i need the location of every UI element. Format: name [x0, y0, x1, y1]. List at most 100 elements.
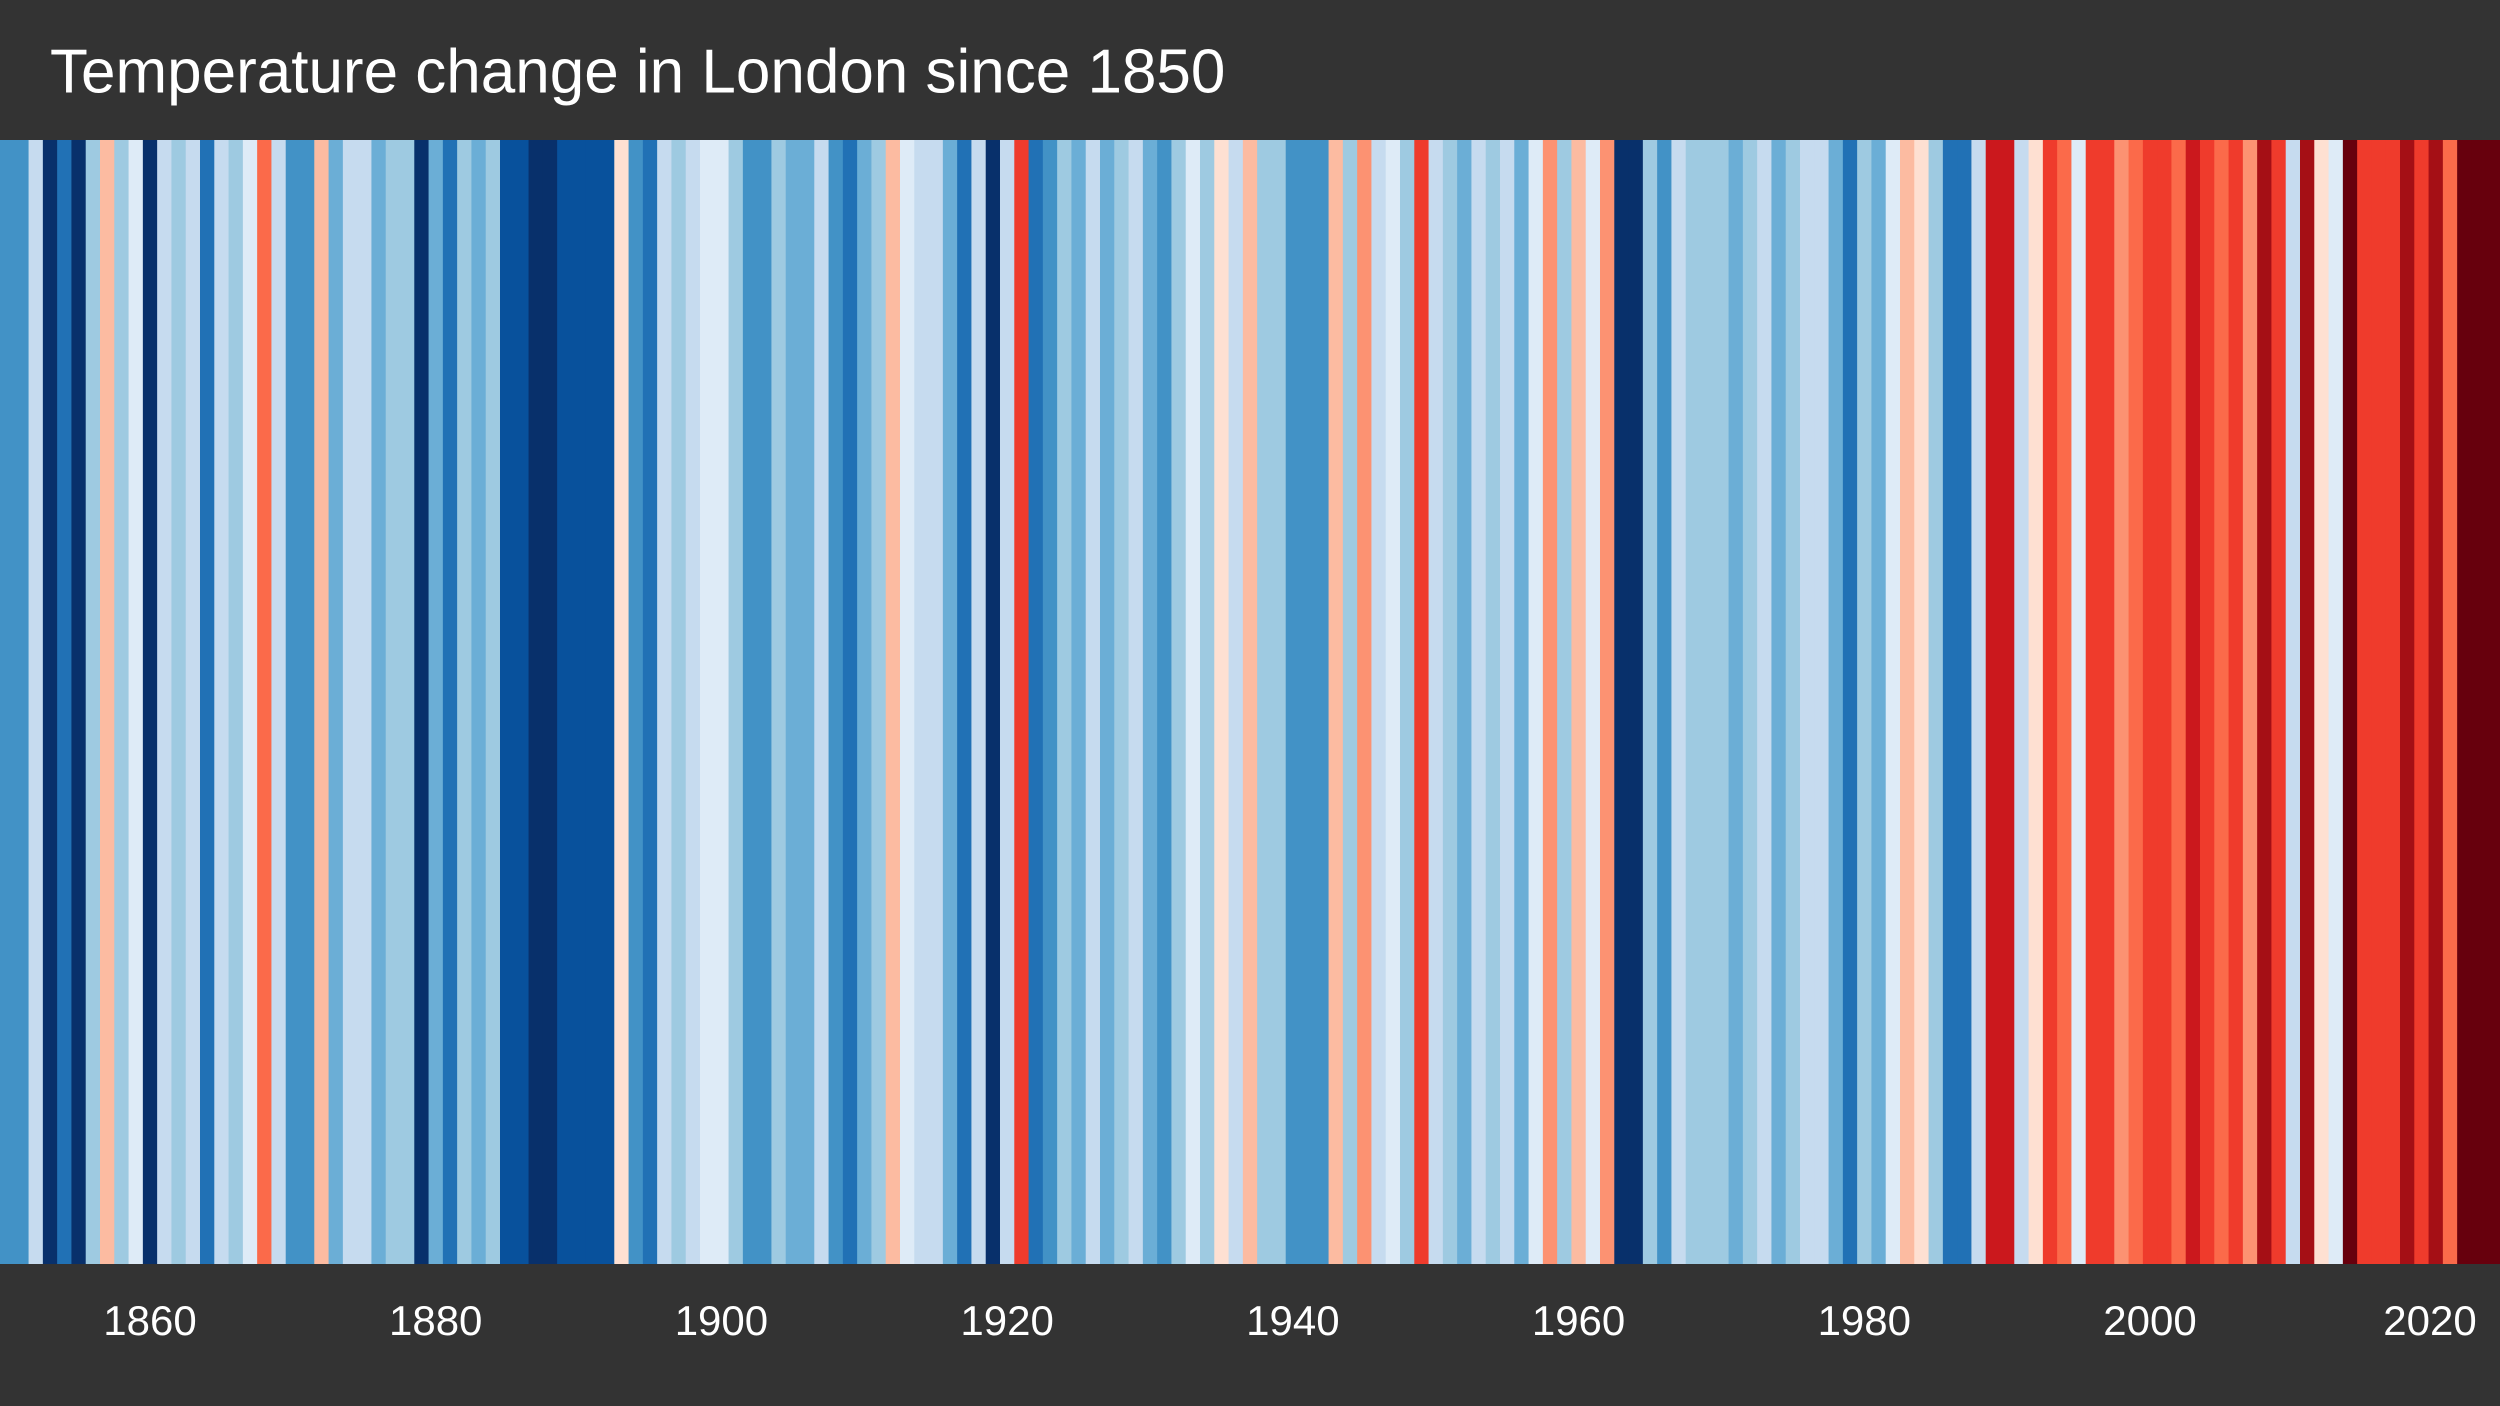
stripe — [1871, 140, 1887, 1264]
stripe — [2171, 140, 2187, 1264]
stripe — [1085, 140, 1101, 1264]
stripe — [2000, 140, 2015, 1264]
stripe — [614, 140, 630, 1264]
stripe — [1071, 140, 1087, 1264]
stripe — [1400, 140, 1415, 1264]
stripe — [1342, 140, 1358, 1264]
stripe — [1257, 140, 1273, 1264]
stripe — [1614, 140, 1630, 1264]
stripe — [771, 140, 787, 1264]
stripe — [514, 140, 530, 1264]
stripe — [1657, 140, 1673, 1264]
stripe — [1571, 140, 1587, 1264]
stripe — [100, 140, 115, 1264]
stripe — [171, 140, 187, 1264]
stripe — [2385, 140, 2401, 1264]
x-tick-label: 1860 — [103, 1297, 196, 1344]
stripe — [1114, 140, 1130, 1264]
stripe — [1157, 140, 1173, 1264]
stripe — [857, 140, 873, 1264]
stripe — [314, 140, 330, 1264]
stripe — [714, 140, 730, 1264]
stripe — [1142, 140, 1158, 1264]
stripe — [400, 140, 415, 1264]
stripe — [1842, 140, 1858, 1264]
stripe — [2442, 140, 2458, 1264]
stripe — [828, 140, 844, 1264]
stripe — [1542, 140, 1558, 1264]
stripe — [1885, 140, 1901, 1264]
stripe — [185, 140, 201, 1264]
stripe — [2085, 140, 2101, 1264]
stripe — [2371, 140, 2387, 1264]
stripe — [900, 140, 915, 1264]
chart-title: Temperature change in London since 1850 — [50, 37, 1225, 106]
stripe — [2357, 140, 2373, 1264]
x-tick-label: 2020 — [2383, 1297, 2476, 1344]
stripe — [214, 140, 230, 1264]
stripe — [1828, 140, 1844, 1264]
stripe — [28, 140, 44, 1264]
stripe — [1528, 140, 1544, 1264]
stripe — [800, 140, 815, 1264]
stripe — [1771, 140, 1787, 1264]
x-tick-label: 1920 — [960, 1297, 1053, 1344]
stripe — [1042, 140, 1058, 1264]
stripe — [2414, 140, 2430, 1264]
stripe — [700, 140, 715, 1264]
stripe — [2428, 140, 2444, 1264]
stripe — [985, 140, 1001, 1264]
stripe — [328, 140, 344, 1264]
stripe — [2142, 140, 2158, 1264]
stripe — [1214, 140, 1230, 1264]
stripe — [271, 140, 287, 1264]
stripe — [1971, 140, 1987, 1264]
stripe — [1314, 140, 1330, 1264]
stripe — [1328, 140, 1344, 1264]
stripe — [2128, 140, 2144, 1264]
stripe — [1714, 140, 1730, 1264]
stripe — [2185, 140, 2201, 1264]
stripe — [357, 140, 373, 1264]
stripe — [1514, 140, 1530, 1264]
stripe — [1171, 140, 1187, 1264]
stripe — [57, 140, 73, 1264]
stripe — [457, 140, 473, 1264]
x-tick-label: 1880 — [389, 1297, 482, 1344]
stripe — [1685, 140, 1701, 1264]
stripe — [485, 140, 501, 1264]
stripe — [1742, 140, 1758, 1264]
stripe — [385, 140, 401, 1264]
stripe — [742, 140, 758, 1264]
stripe — [1100, 140, 1115, 1264]
stripe — [1000, 140, 1015, 1264]
stripe — [1428, 140, 1444, 1264]
stripe — [757, 140, 773, 1264]
stripe — [2271, 140, 2287, 1264]
x-tick-label: 1960 — [1532, 1297, 1625, 1344]
stripe — [71, 140, 87, 1264]
stripe — [1671, 140, 1687, 1264]
stripe — [1642, 140, 1658, 1264]
stripe — [1700, 140, 1715, 1264]
stripe — [342, 140, 358, 1264]
stripe — [642, 140, 658, 1264]
stripe — [471, 140, 487, 1264]
stripe — [1457, 140, 1473, 1264]
stripe — [685, 140, 701, 1264]
stripe — [585, 140, 601, 1264]
stripe — [1728, 140, 1744, 1264]
stripe — [2028, 140, 2044, 1264]
stripe — [1028, 140, 1044, 1264]
stripe — [1414, 140, 1430, 1264]
stripe — [300, 140, 315, 1264]
stripe — [2157, 140, 2173, 1264]
stripe — [2057, 140, 2073, 1264]
stripe — [957, 140, 973, 1264]
stripe — [442, 140, 458, 1264]
stripe — [2314, 140, 2330, 1264]
stripe — [2400, 140, 2415, 1264]
stripe — [1014, 140, 1030, 1264]
